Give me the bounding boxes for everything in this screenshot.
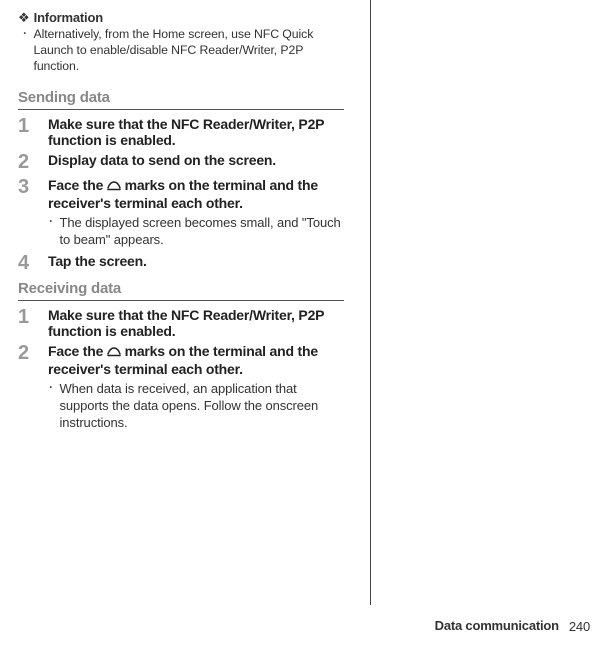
step: 4 Tap the screen. [18, 253, 344, 274]
info-heading: Information [34, 10, 103, 25]
step: 1 Make sure that the NFC Reader/Writer, … [18, 307, 344, 339]
step-body: Make sure that the NFC Reader/Writer, P2… [48, 116, 344, 148]
section-rule [18, 300, 344, 301]
left-column: ❖ Information ･ Alternatively, from the … [0, 10, 354, 432]
section-rule [18, 109, 344, 110]
step-title: Make sure that the NFC Reader/Writer, P2… [48, 116, 344, 148]
step: 2 Display data to send on the screen. [18, 152, 344, 173]
step-number: 1 [18, 116, 38, 148]
steps-list: 1 Make sure that the NFC Reader/Writer, … [18, 307, 344, 432]
step-number: 1 [18, 307, 38, 339]
step-title: Face the marks on the terminal and the r… [48, 343, 344, 377]
footer-section-title: Data communication [435, 618, 559, 633]
nfc-mark-icon [107, 345, 121, 361]
step-number: 2 [18, 152, 38, 173]
page-footer: Data communication 240 [435, 618, 590, 633]
nfc-mark-icon [107, 179, 121, 195]
steps-list: 1 Make sure that the NFC Reader/Writer, … [18, 116, 344, 274]
page: ❖ Information ･ Alternatively, from the … [0, 0, 608, 645]
bullet-dot-icon: ･ [22, 27, 28, 75]
section-title: Receiving data [18, 280, 344, 297]
step-body: Face the marks on the terminal and the r… [48, 177, 344, 249]
diamond-icon: ❖ [18, 11, 30, 24]
step-sub-bullet: ･ When data is received, an application … [48, 381, 344, 432]
bullet-dot-icon: ･ [48, 381, 54, 432]
step: 2 Face the marks on the terminal and the… [18, 343, 344, 432]
info-bullet-text: Alternatively, from the Home screen, use… [34, 27, 345, 75]
step-body: Display data to send on the screen. [48, 152, 344, 173]
step-body: Make sure that the NFC Reader/Writer, P2… [48, 307, 344, 339]
step-title: Face the marks on the terminal and the r… [48, 177, 344, 211]
step-title: Make sure that the NFC Reader/Writer, P2… [48, 307, 344, 339]
step-number: 3 [18, 177, 38, 249]
step-title-before: Face the [48, 177, 107, 193]
bullet-dot-icon: ･ [48, 215, 54, 249]
footer-page-number: 240 [569, 619, 590, 634]
step-number: 4 [18, 253, 38, 274]
step: 3 Face the marks on the terminal and the… [18, 177, 344, 249]
step-body: Tap the screen. [48, 253, 344, 274]
info-heading-row: ❖ Information [18, 10, 344, 25]
step-number: 2 [18, 343, 38, 432]
info-bullet: ･ Alternatively, from the Home screen, u… [18, 27, 344, 75]
step-body: Face the marks on the terminal and the r… [48, 343, 344, 432]
step-title-before: Face the [48, 343, 107, 359]
step-sub-text: When data is received, an application th… [60, 381, 345, 432]
column-divider [370, 0, 371, 605]
step-sub-bullet: ･ The displayed screen becomes small, an… [48, 215, 344, 249]
step-title: Tap the screen. [48, 253, 344, 269]
step: 1 Make sure that the NFC Reader/Writer, … [18, 116, 344, 148]
step-sub-text: The displayed screen becomes small, and … [60, 215, 345, 249]
section-title: Sending data [18, 89, 344, 106]
step-title: Display data to send on the screen. [48, 152, 344, 168]
